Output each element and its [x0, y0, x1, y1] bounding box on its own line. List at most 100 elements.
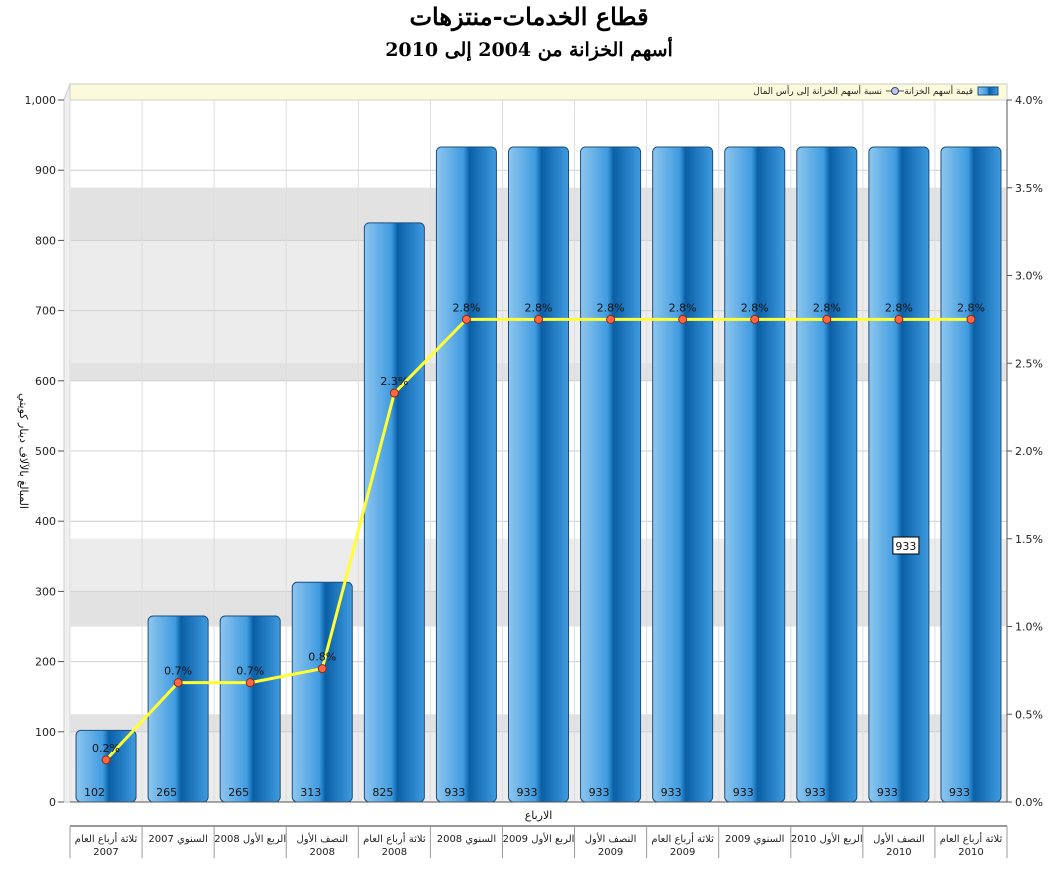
line-series: 0.2% 0.7% 0.7% 0.8% 2.3% 2.8% 2.8% 2.8% 2.8% 2.8%… — [92, 301, 985, 765]
x-category-label-year: 2009 — [670, 847, 695, 858]
x-category-label-year: 2008 — [382, 847, 407, 858]
bar-value-label: 265 — [156, 786, 177, 799]
bar-value-label: 933 — [517, 786, 538, 799]
y-tick-label: 0 — [49, 796, 56, 809]
line-point — [317, 664, 327, 674]
x-category-label: ثلاثة أرباع العام — [75, 832, 138, 845]
line-point — [389, 388, 399, 398]
line-point — [966, 314, 976, 324]
line-point-label: 2.8% — [885, 301, 913, 314]
x-category-label: السنوي 2009 — [725, 834, 784, 845]
legend-bar-swatch — [977, 86, 999, 96]
line-point — [534, 314, 543, 324]
bar-value-label: 933 — [877, 786, 898, 799]
x-category-label: الربع الأول 2009 — [503, 832, 575, 845]
x-category-label-year: 2009 — [598, 847, 623, 858]
x-category-label: ثلاثة أرباع العام — [940, 832, 1003, 845]
line-point — [606, 314, 616, 324]
x-category-label: النصف الأول — [873, 832, 925, 845]
x-category-label-year: 2010 — [958, 847, 983, 858]
bar-value-label: 265 — [228, 786, 249, 799]
bar — [147, 615, 209, 803]
bar — [580, 146, 642, 803]
y2-tick-label: 3.5% — [1015, 182, 1043, 195]
plot-side-panel — [63, 83, 71, 803]
bar — [652, 146, 714, 803]
axes: 0 100 200 300 400 500 600 700 800 900 1,000 0.0% 0.5… — [17, 94, 1043, 858]
line-point-label: 2.8% — [813, 301, 841, 314]
x-category-label: ثلاثة أرباع العام — [363, 832, 426, 845]
bar-value-label: 825 — [372, 786, 393, 799]
x-category-label-year: 2010 — [886, 847, 911, 858]
line-point-label: 0.2% — [92, 742, 120, 755]
line-point — [245, 678, 255, 688]
y-tick-label: 400 — [35, 515, 56, 528]
y-tick-label: 800 — [35, 234, 56, 247]
y2-tick-label: 0.0% — [1015, 796, 1043, 809]
y-tick-label: 1,000 — [25, 94, 57, 107]
bar-value-label: 102 — [84, 786, 105, 799]
bar-value-label: 933 — [589, 786, 610, 799]
line-point — [101, 755, 111, 765]
y2-tick-label: 4.0% — [1015, 94, 1043, 107]
line-point — [894, 314, 904, 324]
x-category-label: السنوي 2008 — [437, 834, 496, 845]
line-point-label: 2.3% — [380, 375, 408, 388]
bar-value-label: 933 — [661, 786, 682, 799]
line-point-label: 0.7% — [236, 665, 264, 678]
bar-value-label: 933 — [444, 786, 465, 799]
y2-tick-label: 2.5% — [1015, 357, 1043, 370]
x-category-label: الربع الأول 2010 — [791, 832, 863, 845]
x-category-label-year: 2007 — [93, 847, 118, 858]
legend-line-marker — [891, 87, 899, 95]
x-category-label: السنوي 2007 — [148, 834, 207, 845]
chart-title: قطاع الخدمات-منتزهات — [409, 2, 649, 31]
bar — [796, 146, 858, 803]
x-category-label: ثلاثة أرباع العام — [651, 832, 714, 845]
chart-subtitle: أسهم الخزانة من 2004 إلى 2010 — [385, 39, 673, 61]
y2-tick-label: 3.0% — [1015, 270, 1043, 283]
line-point-label: 0.8% — [308, 651, 336, 664]
legend-bar-label: قيمة أسهم الخزانة — [904, 85, 973, 97]
bar — [724, 146, 786, 803]
line-point-label: 2.8% — [957, 301, 985, 314]
y2-tick-label: 2.0% — [1015, 445, 1043, 458]
line-point-label: 0.7% — [164, 665, 192, 678]
line-point-label: 2.8% — [741, 301, 769, 314]
y-tick-label: 300 — [35, 585, 56, 598]
bar — [219, 615, 281, 803]
bar — [435, 146, 497, 803]
line-point-label: 2.8% — [597, 301, 625, 314]
y2-tick-label: 0.5% — [1015, 708, 1043, 721]
x-category-label: النصف الأول — [585, 832, 637, 845]
legend: قيمة أسهم الخزانة نسبة أسهم الخزانة إلى ر… — [753, 85, 999, 97]
x-category-label-year: 2008 — [310, 847, 335, 858]
y2-tick-label: 1.0% — [1015, 621, 1043, 634]
bar — [940, 146, 1002, 803]
y2-tick-label: 1.5% — [1015, 533, 1043, 546]
bar — [508, 146, 569, 803]
bar-value-label: 933 — [949, 786, 970, 799]
tooltip-box — [892, 536, 920, 555]
line-point-label: 2.8% — [669, 301, 697, 314]
x-category-label: النصف الأول — [296, 832, 348, 845]
x-category-label: الربع الأول 2008 — [214, 832, 286, 845]
line-point-label: 2.8% — [525, 301, 553, 314]
bar-series: 102 265 265 313 825 933 933 933 933 933 933 933 933 — [75, 146, 1002, 803]
bar-value-label: 933 — [733, 786, 754, 799]
y-tick-label: 600 — [35, 375, 56, 388]
y-axis-title: المبالغ بالآلاف دينار كويتي — [17, 393, 30, 509]
bar — [363, 222, 425, 803]
legend-line-label: نسبة أسهم الخزانة إلى رأس المال — [753, 85, 882, 97]
bar — [868, 146, 930, 803]
y-tick-label: 500 — [35, 445, 56, 458]
bar-value-label: 933 — [805, 786, 826, 799]
y-tick-label: 700 — [35, 305, 56, 318]
y-tick-label: 200 — [35, 656, 56, 669]
x-axis-title: الارباع — [525, 809, 553, 822]
tooltip-text: 933 — [895, 540, 916, 553]
line-point — [173, 678, 183, 688]
line-point — [822, 314, 832, 324]
bar — [291, 581, 353, 803]
